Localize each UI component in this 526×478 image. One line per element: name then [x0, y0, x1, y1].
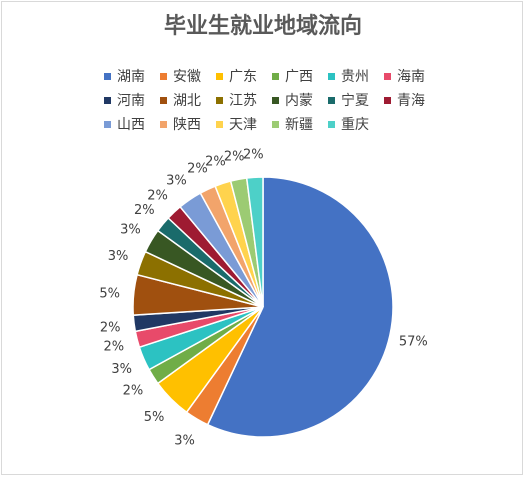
legend-item: 新疆: [272, 114, 328, 134]
legend-swatch: [160, 96, 167, 104]
legend-item: 青海: [384, 90, 440, 110]
legend-label: 河南: [117, 93, 145, 109]
data-label: 5%: [99, 287, 120, 302]
data-label: 2%: [205, 155, 226, 170]
legend-item: 天津: [216, 114, 272, 134]
legend-item: 安徽: [160, 66, 216, 86]
legend-swatch: [104, 72, 111, 80]
legend-label: 江苏: [229, 93, 257, 109]
legend-label: 新疆: [285, 117, 313, 133]
legend-swatch: [272, 120, 279, 128]
legend-label: 广西: [285, 69, 313, 85]
legend-item: 湖南: [104, 66, 160, 86]
data-label: 2%: [147, 189, 168, 204]
legend-label: 安徽: [173, 69, 201, 85]
legend-item: 广东: [216, 66, 272, 86]
legend-item: 山西: [104, 114, 160, 134]
legend-row: 河南 湖北 江苏 内蒙 宁夏 青海: [104, 88, 444, 112]
legend-swatch: [384, 72, 391, 80]
legend-label: 贵州: [341, 69, 369, 85]
legend-item: 宁夏: [328, 90, 384, 110]
data-label: 2%: [187, 162, 208, 177]
legend-row: 山西 陕西 天津 新疆 重庆: [104, 112, 444, 136]
legend-item: 湖北: [160, 90, 216, 110]
legend-label: 青海: [397, 93, 425, 109]
legend-item: 江苏: [216, 90, 272, 110]
legend-swatch: [216, 72, 223, 80]
legend-item: 重庆: [328, 114, 384, 134]
legend-item: 海南: [384, 66, 440, 86]
data-label: 2%: [243, 147, 264, 162]
legend-swatch: [272, 96, 279, 104]
data-label: 2%: [104, 339, 125, 354]
legend-label: 内蒙: [285, 93, 313, 109]
legend-swatch: [104, 120, 111, 128]
legend-item: 贵州: [328, 66, 384, 86]
legend-item: 内蒙: [272, 90, 328, 110]
legend-swatch: [160, 72, 167, 80]
legend-swatch: [216, 120, 223, 128]
legend-swatch: [160, 120, 167, 128]
legend-label: 山西: [117, 117, 145, 133]
legend-label: 广东: [229, 69, 257, 85]
legend-label: 天津: [229, 117, 257, 133]
legend-swatch: [104, 96, 111, 104]
data-label: 3%: [108, 249, 129, 264]
data-label: 2%: [123, 384, 144, 399]
data-label: 3%: [174, 434, 195, 449]
legend-swatch: [328, 96, 335, 104]
legend-item: 广西: [272, 66, 328, 86]
legend: 湖南 安徽 广东 广西 贵州 海南河南 湖北 江苏 内蒙 宁夏 青海山西 陕西 天津 新疆 重庆: [104, 64, 444, 136]
legend-label: 海南: [397, 69, 425, 85]
pie-slice: [245, 176, 264, 308]
legend-label: 重庆: [341, 117, 369, 133]
legend-swatch: [384, 96, 391, 104]
legend-item: 陕西: [160, 114, 216, 134]
pie-slice: [206, 176, 394, 438]
data-label: 3%: [111, 362, 132, 377]
data-label: 57%: [399, 335, 428, 350]
legend-swatch: [328, 72, 335, 80]
data-label: 5%: [144, 410, 165, 425]
data-label: 3%: [120, 223, 141, 238]
chart-title: 毕业生就业地域流向: [163, 13, 362, 39]
legend-label: 陕西: [173, 117, 201, 133]
legend-swatch: [328, 120, 335, 128]
data-label: 2%: [134, 203, 155, 218]
legend-row: 湖南 安徽 广东 广西 贵州 海南: [104, 64, 444, 88]
legend-label: 湖南: [117, 69, 145, 85]
legend-item: 河南: [104, 90, 160, 110]
legend-swatch: [216, 96, 223, 104]
legend-swatch: [272, 72, 279, 80]
data-label: 2%: [100, 320, 121, 335]
data-label: 2%: [224, 150, 245, 165]
data-label: 3%: [166, 174, 187, 189]
legend-label: 宁夏: [341, 93, 369, 109]
legend-label: 湖北: [173, 93, 201, 109]
